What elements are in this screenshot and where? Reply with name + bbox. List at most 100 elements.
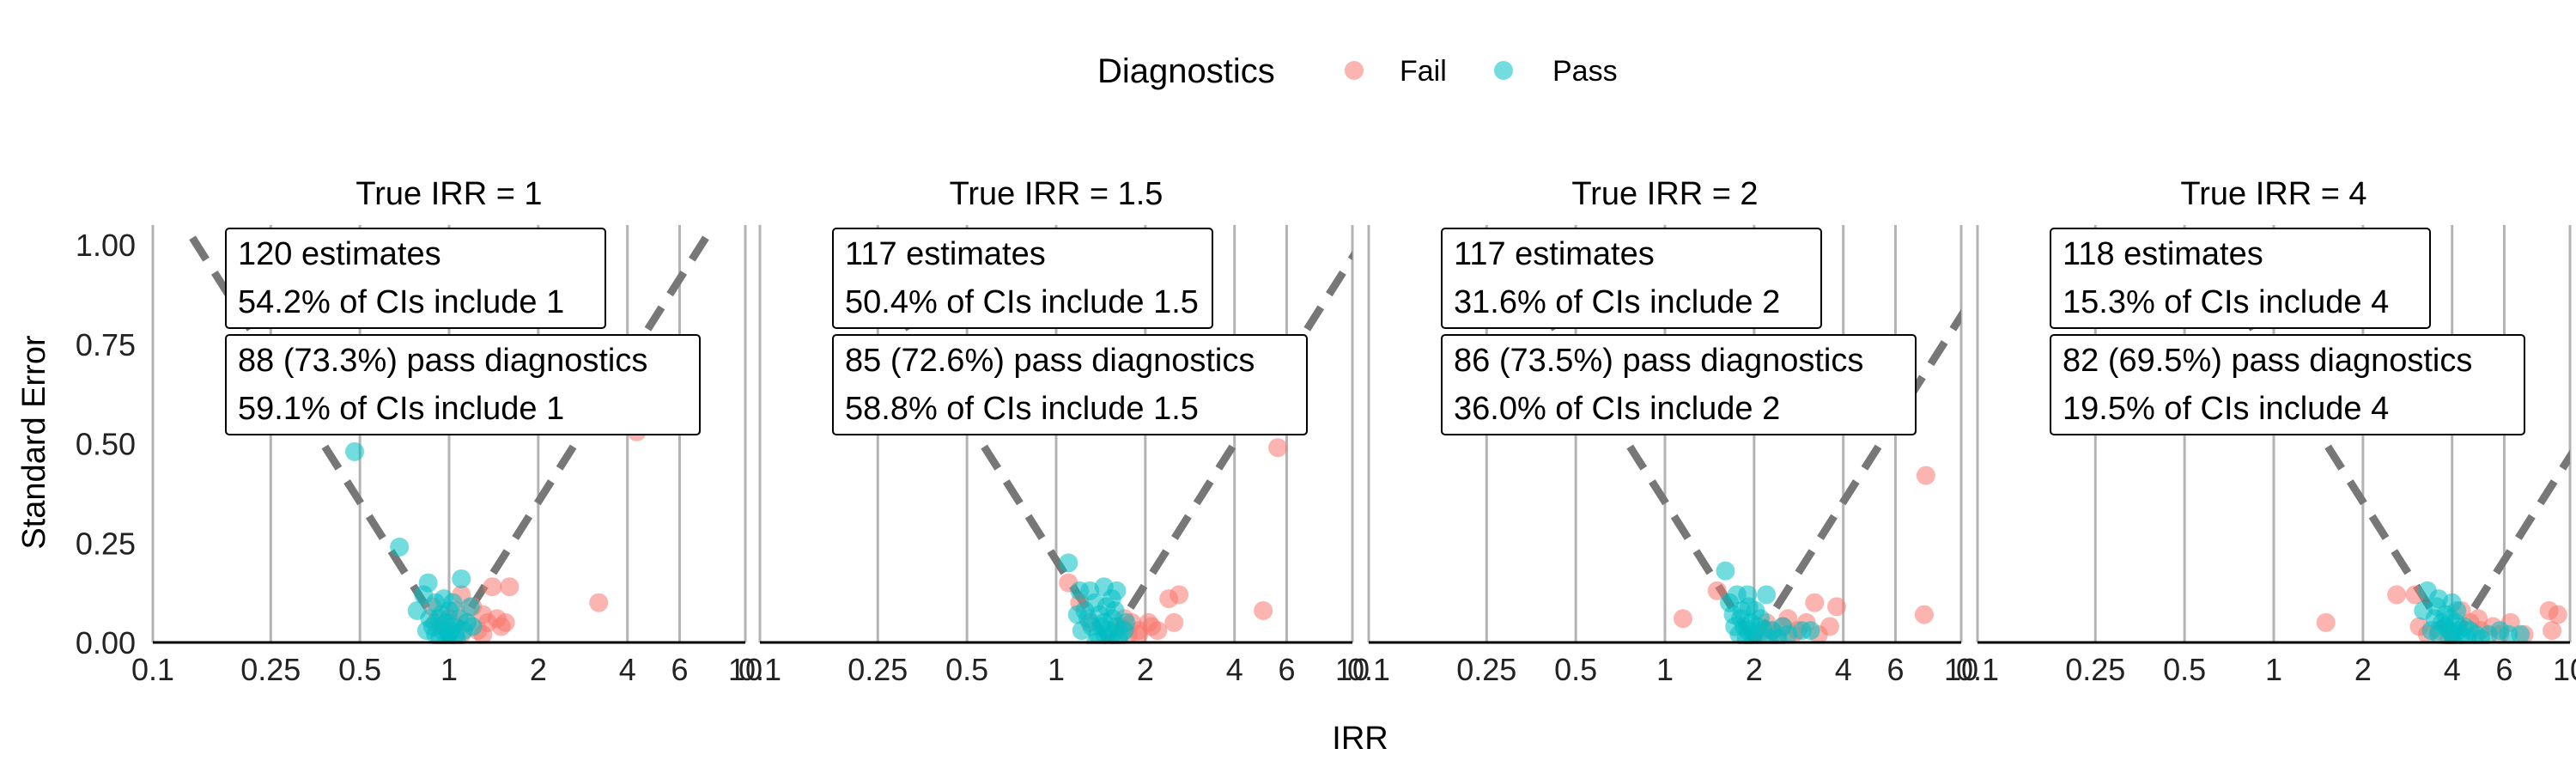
annotation-line: 117 estimates <box>1454 236 1655 272</box>
y-tick-label: 0.25 <box>76 526 136 561</box>
y-axis-title: Standard Error <box>16 335 52 550</box>
fail-point <box>483 577 502 597</box>
x-tick-label: 2 <box>2354 652 2372 687</box>
pass-point <box>1801 621 1820 641</box>
panel-title: True IRR = 1.5 <box>950 176 1163 212</box>
annotation-line: 85 (72.6%) pass diagnostics <box>845 343 1255 379</box>
annotation-box-all <box>1441 228 1822 329</box>
legend-fail-label: Fail <box>1400 55 1447 88</box>
x-tick-label: 0.5 <box>338 652 381 687</box>
x-tick-label: 0.1 <box>1956 652 1999 687</box>
x-tick-label: 10 <box>1335 652 1370 687</box>
annotation-line: 120 estimates <box>238 236 441 272</box>
fail-point <box>1673 609 1692 629</box>
annotation-line: 118 estimates <box>2063 236 2263 272</box>
legend: Diagnostics Fail Pass <box>1097 52 1618 90</box>
annotation-box-all <box>2050 228 2431 329</box>
x-tick-label: 6 <box>1886 652 1904 687</box>
pass-point <box>431 605 451 624</box>
panel-title: True IRR = 2 <box>1571 176 1758 212</box>
facet-panel: True IRR = 4 0.1 0.25 0.5 1 2 46 10 118 estimate… <box>1956 176 2576 687</box>
x-tick-label: 6 <box>2495 652 2512 687</box>
x-tick-label: 0.5 <box>1554 652 1597 687</box>
fail-point <box>495 612 515 632</box>
fail-point <box>1268 438 1288 458</box>
pass-point <box>463 617 483 636</box>
fail-point <box>1805 593 1825 612</box>
x-tick-label: 10 <box>2553 652 2576 687</box>
pass-point <box>416 621 436 641</box>
pass-point <box>1095 624 1115 644</box>
fail-point <box>1827 597 1847 617</box>
pass-point <box>1716 561 1735 581</box>
annotation-line: 82 (69.5%) pass diagnostics <box>2063 343 2472 379</box>
fail-point <box>2387 585 2407 605</box>
x-tick-label: 1 <box>2265 652 2282 687</box>
pass-point <box>452 569 471 588</box>
x-tick-label: 1 <box>440 652 458 687</box>
y-tick-label: 0.00 <box>76 625 136 660</box>
annotation-line: 117 estimates <box>845 236 1046 272</box>
annotation-box-pass <box>225 334 701 435</box>
pass-point <box>345 441 365 461</box>
annotation-box-pass <box>832 334 1308 435</box>
fail-point <box>2543 621 2562 641</box>
x-tick-label: 10 <box>728 652 762 687</box>
x-tick-label: 4 <box>2444 652 2461 687</box>
fail-point <box>1916 466 1935 485</box>
legend-title: Diagnostics <box>1097 52 1275 90</box>
x-tick-label: 1 <box>1656 652 1674 687</box>
x-tick-label: 0.1 <box>1347 652 1390 687</box>
y-tick-label: 1.00 <box>76 228 136 263</box>
y-tick-label: 0.50 <box>76 427 136 462</box>
x-tick-label: 4 <box>1226 652 1243 687</box>
annotation-box-pass <box>1441 334 1917 435</box>
fail-point <box>1914 605 1934 624</box>
pass-point <box>460 597 480 617</box>
annotation-box-pass <box>2050 334 2525 435</box>
facet-panel: True IRR = 2 0.1 0.25 0.5 1 2 4 6 10 117 estimate… <box>1347 176 1978 687</box>
x-tick-label: 0.25 <box>1456 652 1516 687</box>
annotation-line: 54.2% of CIs include 1 <box>238 284 564 320</box>
x-axis-title: IRR <box>1332 721 1388 757</box>
fail-point <box>2548 605 2567 624</box>
legend-pass-label: Pass <box>1552 55 1618 88</box>
x-tick-label: 0.5 <box>2163 652 2206 687</box>
panel-plot-area <box>840 225 1352 644</box>
fail-point <box>500 577 519 597</box>
x-tick-label: 0.25 <box>2065 652 2125 687</box>
annotation-line: 59.1% of CIs include 1 <box>238 391 564 427</box>
pass-point <box>1768 629 1788 644</box>
x-tick-label: 6 <box>671 652 688 687</box>
pass-point <box>1102 589 1121 609</box>
pass-point <box>1116 612 1136 632</box>
panel-title: True IRR = 1 <box>355 176 542 212</box>
annotation-line: 19.5% of CIs include 4 <box>2063 391 2389 427</box>
annotation-line: 88 (73.3%) pass diagnostics <box>238 343 647 379</box>
x-tick-label: 2 <box>1137 652 1154 687</box>
fail-point <box>2316 612 2336 632</box>
fail-point <box>1159 589 1179 609</box>
x-tick-label: 2 <box>530 652 547 687</box>
x-tick-label: 2 <box>1746 652 1763 687</box>
facet-panel: True IRR = 1 0.1 0.25 0.5 1 2 4 6 10 120 estimate… <box>131 176 762 687</box>
x-tick-label: 0.5 <box>945 652 988 687</box>
panel-plot-area <box>1485 225 1961 644</box>
pass-point <box>1757 585 1777 605</box>
fail-point <box>1707 581 1727 600</box>
legend-fail-swatch <box>1345 61 1364 80</box>
panel-plot-area <box>2184 225 2570 644</box>
pass-point <box>2511 624 2530 644</box>
facet-panel: True IRR = 1.5 0.1 0.25 0.5 1 2 4 6 10 117 estima… <box>738 176 1370 687</box>
pass-point <box>2458 629 2477 644</box>
pass-point <box>1732 600 1752 620</box>
legend-pass-swatch <box>1494 61 1513 80</box>
pass-point <box>1725 617 1745 636</box>
pass-point <box>1072 621 1091 641</box>
pass-point <box>390 537 410 557</box>
pass-point <box>1059 553 1078 573</box>
pass-point <box>2427 597 2446 617</box>
annotation-line: 36.0% of CIs include 2 <box>1454 391 1780 427</box>
pass-point <box>2428 624 2448 644</box>
annotation-line: 58.8% of CIs include 1.5 <box>845 391 1199 427</box>
